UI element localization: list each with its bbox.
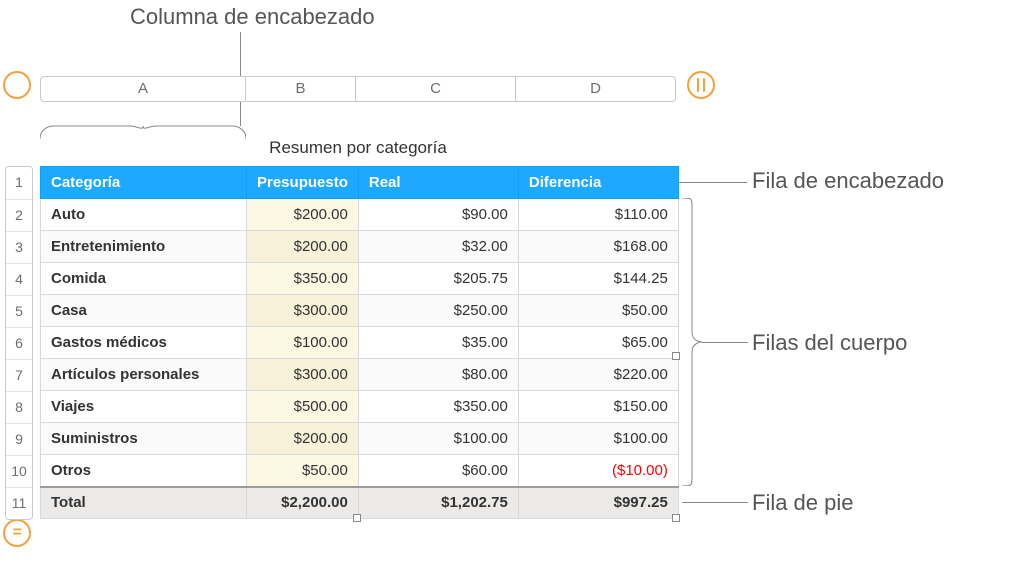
callout-leader: [677, 182, 747, 183]
cell-real[interactable]: $205.75: [358, 263, 518, 295]
cell-diff[interactable]: $150.00: [518, 391, 678, 423]
header-row[interactable]: Categoría Presupuesto Real Diferencia: [41, 167, 679, 199]
cell-cat[interactable]: Otros: [41, 455, 247, 487]
cell-diff[interactable]: $168.00: [518, 231, 678, 263]
cell-pres[interactable]: $350.00: [247, 263, 359, 295]
cell-real[interactable]: $350.00: [358, 391, 518, 423]
row-number[interactable]: 10: [6, 455, 32, 487]
cell-real[interactable]: $60.00: [358, 455, 518, 487]
cell-pres[interactable]: $50.00: [247, 455, 359, 487]
cell-diff[interactable]: $65.00: [518, 327, 678, 359]
cell-pres[interactable]: $300.00: [247, 359, 359, 391]
footer-cell-cat[interactable]: Total: [41, 487, 247, 519]
row-number[interactable]: 9: [6, 423, 32, 455]
cell-cat[interactable]: Viajes: [41, 391, 247, 423]
callout-header-column: Columna de encabezado: [130, 4, 375, 30]
row-number[interactable]: 1: [6, 167, 32, 199]
row-number[interactable]: 8: [6, 391, 32, 423]
budget-table: Categoría Presupuesto Real Diferencia Au…: [40, 166, 679, 519]
cell-cat[interactable]: Auto: [41, 199, 247, 231]
cell-pres[interactable]: $100.00: [247, 327, 359, 359]
table-row[interactable]: Gastos médicos $100.00 $35.00 $65.00: [41, 327, 679, 359]
header-cell-cat[interactable]: Categoría: [41, 167, 247, 199]
row-number[interactable]: 6: [6, 327, 32, 359]
cell-diff[interactable]: $110.00: [518, 199, 678, 231]
row-number-strip: 1 2 3 4 5 6 7 8 9 10 11: [5, 166, 33, 520]
callout-header-row: Fila de encabezado: [752, 168, 944, 194]
footer-cell-pres[interactable]: $2,200.00: [247, 487, 359, 519]
column-header-b[interactable]: B: [246, 76, 356, 102]
column-header-c[interactable]: C: [356, 76, 516, 102]
row-number[interactable]: 7: [6, 359, 32, 391]
cell-diff[interactable]: $50.00: [518, 295, 678, 327]
column-header-d[interactable]: D: [516, 76, 676, 102]
table-row[interactable]: Comida $350.00 $205.75 $144.25: [41, 263, 679, 295]
select-all-circle[interactable]: [3, 71, 31, 99]
header-cell-real[interactable]: Real: [358, 167, 518, 199]
selection-handle[interactable]: [353, 514, 361, 522]
cell-real[interactable]: $80.00: [358, 359, 518, 391]
cell-real[interactable]: $90.00: [358, 199, 518, 231]
cell-pres[interactable]: $500.00: [247, 391, 359, 423]
callout-body-rows: Filas del cuerpo: [752, 330, 907, 356]
selection-handle[interactable]: [672, 352, 680, 360]
footer-cell-real[interactable]: $1,202.75: [358, 487, 518, 519]
table-row[interactable]: Auto $200.00 $90.00 $110.00: [41, 199, 679, 231]
header-cell-diff[interactable]: Diferencia: [518, 167, 678, 199]
cell-cat[interactable]: Suministros: [41, 423, 247, 455]
cell-real[interactable]: $32.00: [358, 231, 518, 263]
callout-footer-row: Fila de pie: [752, 490, 854, 516]
cell-cat[interactable]: Artículos personales: [41, 359, 247, 391]
table-title: Resumen por categoría: [40, 138, 676, 158]
row-number[interactable]: 5: [6, 295, 32, 327]
column-letter-bar: A B C D: [40, 76, 676, 102]
column-header-a[interactable]: A: [40, 76, 246, 102]
table-row[interactable]: Artículos personales $300.00 $80.00 $220…: [41, 359, 679, 391]
cell-pres[interactable]: $200.00: [247, 231, 359, 263]
callout-leader: [682, 502, 748, 503]
table-body: Auto $200.00 $90.00 $110.00 Entretenimie…: [41, 199, 679, 487]
add-column-button[interactable]: [687, 71, 715, 99]
cell-cat[interactable]: Comida: [41, 263, 247, 295]
cell-cat[interactable]: Entretenimiento: [41, 231, 247, 263]
cell-diff-negative[interactable]: ($10.00): [518, 455, 678, 487]
table-row[interactable]: Entretenimiento $200.00 $32.00 $168.00: [41, 231, 679, 263]
selection-handle[interactable]: [672, 514, 680, 522]
table-row[interactable]: Casa $300.00 $250.00 $50.00: [41, 295, 679, 327]
cell-real[interactable]: $100.00: [358, 423, 518, 455]
formula-button[interactable]: =: [3, 519, 31, 547]
cell-pres[interactable]: $200.00: [247, 199, 359, 231]
row-number[interactable]: 11: [6, 487, 32, 519]
cell-diff[interactable]: $144.25: [518, 263, 678, 295]
callout-brace-body: [682, 198, 702, 486]
row-number[interactable]: 2: [6, 199, 32, 231]
callout-brace-top: [40, 125, 246, 139]
cell-pres[interactable]: $200.00: [247, 423, 359, 455]
table-row[interactable]: Viajes $500.00 $350.00 $150.00: [41, 391, 679, 423]
cell-cat[interactable]: Gastos médicos: [41, 327, 247, 359]
row-number[interactable]: 4: [6, 263, 32, 295]
row-number[interactable]: 3: [6, 231, 32, 263]
table-row[interactable]: Otros $50.00 $60.00 ($10.00): [41, 455, 679, 487]
cell-cat[interactable]: Casa: [41, 295, 247, 327]
cell-diff[interactable]: $220.00: [518, 359, 678, 391]
cell-diff[interactable]: $100.00: [518, 423, 678, 455]
footer-cell-diff[interactable]: $997.25: [518, 487, 678, 519]
cell-real[interactable]: $35.00: [358, 327, 518, 359]
table-row[interactable]: Suministros $200.00 $100.00 $100.00: [41, 423, 679, 455]
cell-real[interactable]: $250.00: [358, 295, 518, 327]
header-cell-pres[interactable]: Presupuesto: [247, 167, 359, 199]
cell-pres[interactable]: $300.00: [247, 295, 359, 327]
callout-leader: [702, 342, 748, 343]
